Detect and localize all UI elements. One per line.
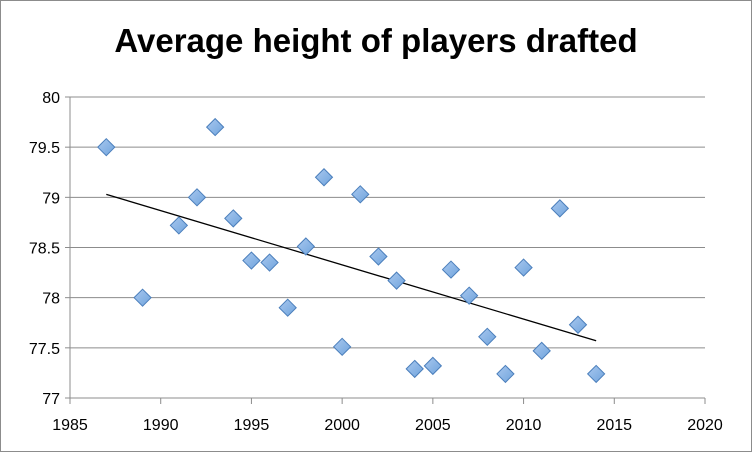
data-point: [423, 356, 443, 376]
data-point: [550, 199, 570, 218]
y-tick-label: 80: [42, 90, 60, 107]
data-point: [260, 253, 279, 272]
data-point: [278, 298, 297, 317]
data-point: [224, 209, 243, 228]
x-tick-label: 2020: [687, 417, 723, 434]
x-tick-label: 1995: [234, 417, 270, 434]
data-points: [97, 117, 606, 384]
data-point: [369, 247, 388, 266]
y-tick-label: 79.5: [29, 140, 60, 157]
data-point: [351, 185, 370, 204]
data-point: [187, 188, 207, 207]
gridlines: [70, 96, 705, 349]
data-point: [496, 364, 515, 384]
data-point: [205, 117, 225, 137]
data-point: [387, 271, 406, 290]
data-point: [314, 168, 334, 187]
y-tick-label: 77.5: [29, 341, 60, 358]
x-tick-label: 1990: [143, 417, 179, 434]
data-point: [586, 364, 606, 384]
data-point: [441, 260, 461, 279]
data-point: [405, 359, 424, 379]
data-point: [97, 137, 116, 157]
data-point: [332, 337, 352, 357]
data-point: [296, 237, 316, 256]
x-tick-label: 2010: [506, 417, 542, 434]
trendline-group: [106, 193, 597, 342]
x-tick-label: 2005: [415, 417, 451, 434]
y-tick-label: 79: [42, 190, 60, 207]
tick-labels: 77 77.5 78 78.5 79 79.5 80 1985 1990 1995 2000 2005…: [29, 90, 723, 434]
x-tick-label: 2000: [324, 417, 360, 434]
axes: [65, 96, 706, 404]
data-point: [169, 216, 189, 235]
chart-title: Average height of players drafted: [114, 22, 638, 59]
data-point: [514, 258, 533, 277]
data-point: [242, 251, 261, 270]
data-point: [568, 315, 588, 334]
y-tick-label: 77: [42, 391, 60, 408]
y-tick-label: 78: [42, 291, 60, 308]
y-tick-label: 78.5: [29, 241, 60, 258]
x-tick-label: 1985: [52, 417, 88, 434]
data-point: [478, 327, 497, 347]
trendline: [106, 193, 597, 342]
data-point: [459, 286, 479, 305]
x-tick-label: 2015: [596, 417, 632, 434]
data-point: [133, 288, 152, 307]
data-point: [532, 341, 551, 361]
